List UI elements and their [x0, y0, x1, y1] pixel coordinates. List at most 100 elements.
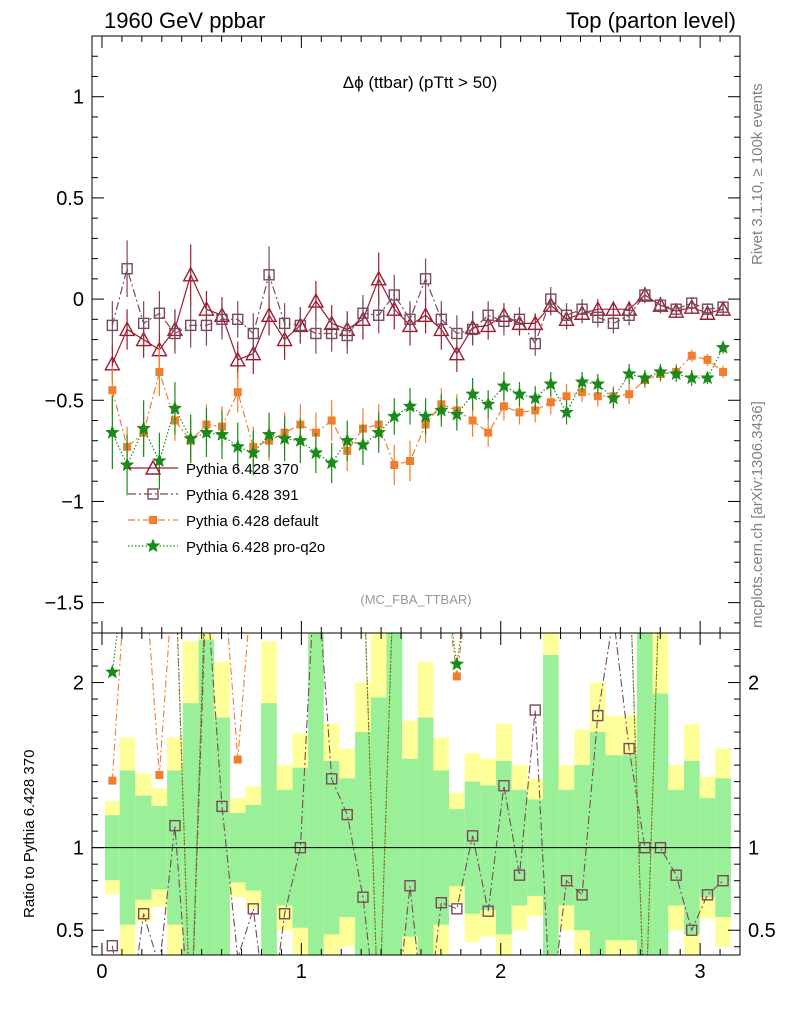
ratio-point [216, 800, 228, 813]
data-point [153, 307, 166, 319]
data-point [701, 303, 714, 315]
ratio-point [108, 776, 117, 785]
data-point [373, 309, 385, 321]
series-0 [104, 244, 732, 383]
data-point [714, 300, 732, 316]
data-point [357, 307, 369, 319]
data-point [559, 404, 574, 419]
data-point [310, 327, 322, 340]
ratio-y-axis-label: Ratio to Pythia 6.428 370 [21, 750, 38, 918]
data-point [687, 351, 696, 360]
data-point [118, 320, 136, 337]
data-point [562, 392, 571, 401]
data-point [308, 445, 324, 460]
ratio-uncertainty-bands [104, 633, 731, 955]
ratio-band-inner [214, 717, 230, 955]
data-point [465, 386, 480, 401]
data-point [119, 457, 135, 472]
series-line [111, 347, 724, 467]
ratio-band-inner [198, 639, 215, 955]
data-point [406, 456, 415, 465]
legend-item: Pythia 6.428 pro-q2o [128, 538, 325, 556]
data-point [668, 366, 684, 381]
data-point [121, 263, 133, 275]
data-point [199, 425, 214, 439]
ratio-series-2 [108, 633, 659, 955]
data-point [263, 269, 275, 281]
data-point [717, 301, 729, 313]
ratio-point [560, 874, 573, 887]
ratio-point [686, 924, 698, 936]
data-point [216, 313, 228, 326]
legend-marker [145, 538, 161, 553]
ratio-frame [91, 632, 741, 956]
data-point [574, 374, 590, 389]
data-point [245, 445, 261, 460]
data-point [512, 386, 527, 401]
data-point [482, 309, 494, 321]
data-point [560, 309, 573, 321]
data-point [684, 370, 700, 385]
data-point [276, 331, 293, 347]
data-point [390, 461, 399, 470]
y-tick-label: −1.5 [45, 593, 84, 615]
data-point [451, 327, 463, 340]
data-point [371, 425, 387, 439]
data-point [327, 416, 336, 425]
data-point [339, 433, 355, 447]
analysis-watermark: (MC_FBA_TTBAR) [360, 592, 471, 607]
data-point [277, 431, 292, 445]
ratio-point [451, 903, 463, 915]
legend-label: Pythia 6.428 pro-q2o [186, 539, 325, 556]
data-point [527, 314, 544, 331]
data-point [341, 329, 353, 342]
data-point [183, 431, 199, 445]
data-point [480, 396, 496, 411]
ratio-point [452, 672, 461, 681]
data-point [388, 289, 400, 301]
ratio-line [111, 633, 724, 955]
data-point [184, 319, 197, 332]
ratio-point [498, 780, 510, 792]
data-point [108, 386, 117, 395]
data-point [527, 390, 543, 405]
ratio-point [357, 891, 369, 903]
data-point [668, 302, 685, 318]
data-point [324, 455, 339, 470]
data-point [515, 408, 524, 417]
x-tick-label: 1 [296, 961, 307, 983]
series-line [111, 273, 724, 365]
legend-label: Pythia 6.428 default [186, 513, 319, 530]
ratio-point [576, 889, 588, 901]
data-point [435, 313, 448, 326]
legend-label: Pythia 6.428 391 [186, 487, 299, 504]
data-point [513, 313, 526, 326]
legend-item: Pythia 6.428 370 [128, 459, 299, 478]
data-point [606, 390, 621, 405]
data-point [261, 427, 277, 441]
series-3 [105, 340, 731, 496]
ratio-point [529, 704, 541, 716]
data-point [417, 306, 434, 322]
data-point [543, 376, 559, 391]
ratio-band-inner [370, 697, 387, 955]
ratio-y-tick-label: 0.5 [56, 920, 84, 942]
data-point [434, 402, 449, 417]
data-point [137, 317, 150, 330]
ratio-point [137, 908, 150, 920]
data-point [719, 367, 728, 376]
data-point [593, 392, 602, 401]
ratio-y-tick-label-right: 2 [748, 673, 759, 695]
data-point [200, 319, 213, 332]
legend-marker [147, 488, 159, 500]
x-tick-label: 0 [96, 961, 107, 983]
data-point [466, 323, 479, 336]
legend-item: Pythia 6.428 default [128, 513, 319, 530]
ratio-point [449, 656, 465, 671]
ratio-y-tick-label: 2 [73, 673, 84, 695]
main-series-group [104, 240, 732, 496]
data-point [307, 292, 325, 308]
data-point [686, 297, 698, 309]
ratio-point [341, 808, 353, 821]
rivet-version-label: Rivet 3.1.10, ≥ 100k events [749, 83, 766, 265]
